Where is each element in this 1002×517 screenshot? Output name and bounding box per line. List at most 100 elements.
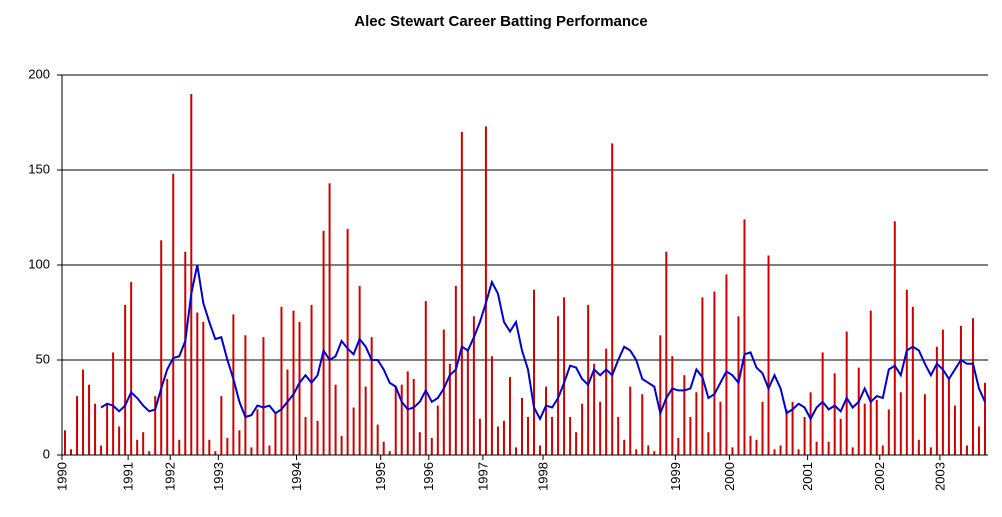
- bar: [238, 430, 241, 455]
- bar: [130, 282, 133, 455]
- bar: [394, 386, 397, 455]
- bar: [569, 417, 572, 455]
- bar: [208, 439, 211, 455]
- bar: [76, 396, 79, 455]
- bar: [376, 424, 379, 455]
- bar: [268, 445, 271, 455]
- bar: [695, 392, 698, 455]
- bar: [520, 398, 523, 455]
- x-tick-label: 1999: [668, 462, 683, 491]
- bar: [953, 405, 956, 455]
- bar: [160, 240, 163, 455]
- x-tick-label: 1992: [163, 462, 178, 491]
- bar: [611, 143, 614, 455]
- bar: [346, 228, 349, 455]
- bar: [797, 449, 800, 455]
- bar: [809, 392, 812, 455]
- y-tick-label: 0: [43, 446, 50, 461]
- bar: [490, 356, 493, 455]
- bar: [328, 183, 331, 456]
- bar: [635, 449, 638, 455]
- bar: [557, 316, 560, 455]
- x-tick-label: 1995: [373, 462, 388, 491]
- bar: [412, 379, 415, 455]
- bar: [749, 436, 752, 455]
- bar: [190, 94, 193, 455]
- bar: [304, 417, 307, 455]
- bar: [851, 447, 854, 455]
- bar: [496, 426, 499, 455]
- bar: [719, 401, 722, 455]
- bar: [220, 396, 223, 455]
- bar: [64, 430, 67, 455]
- bar: [587, 304, 590, 455]
- bar: [154, 396, 157, 455]
- bar: [196, 312, 199, 455]
- x-tick-label: 1991: [121, 462, 136, 491]
- bar: [779, 445, 782, 455]
- bar: [917, 439, 920, 455]
- bar: [118, 426, 121, 455]
- bar: [923, 394, 926, 455]
- y-tick-label: 100: [28, 256, 50, 271]
- bar: [959, 325, 962, 455]
- bar: [767, 255, 770, 455]
- bar: [575, 432, 578, 455]
- bar: [629, 386, 632, 455]
- bar: [665, 251, 668, 455]
- bar: [388, 451, 391, 455]
- bar: [647, 445, 650, 455]
- bar: [545, 386, 548, 455]
- x-tick-label: 2001: [800, 462, 815, 491]
- bar: [947, 379, 950, 455]
- bar: [977, 426, 980, 455]
- bar: [172, 173, 175, 456]
- x-tick-label: 1994: [289, 462, 304, 491]
- bar: [689, 417, 692, 455]
- bar: [533, 289, 536, 455]
- bar: [863, 403, 866, 455]
- bar: [869, 310, 872, 455]
- x-tick-label: 1993: [211, 462, 226, 491]
- bar: [148, 451, 151, 455]
- bar: [466, 350, 469, 455]
- bar: [484, 126, 487, 456]
- bar: [785, 409, 788, 455]
- bar: [478, 418, 481, 455]
- x-tick-label: 1996: [421, 462, 436, 491]
- bar: [821, 352, 824, 455]
- bar: [683, 375, 686, 455]
- bar: [581, 403, 584, 455]
- bar: [94, 403, 97, 455]
- bar: [100, 445, 103, 455]
- bar: [436, 405, 439, 455]
- bar: [340, 436, 343, 455]
- bar: [82, 369, 85, 455]
- bar: [136, 439, 139, 455]
- bar: [527, 417, 530, 455]
- bar: [929, 447, 932, 455]
- bar: [941, 329, 944, 455]
- bar: [737, 316, 740, 455]
- bar: [899, 392, 902, 455]
- y-tick-label: 50: [36, 351, 50, 366]
- bar: [791, 401, 794, 455]
- bar: [971, 318, 974, 455]
- bar: [334, 384, 337, 455]
- bar: [400, 384, 403, 455]
- bar: [310, 304, 313, 455]
- bar: [659, 335, 662, 455]
- bar: [677, 437, 680, 455]
- bar: [893, 221, 896, 455]
- bar: [250, 447, 253, 455]
- bar: [731, 447, 734, 455]
- bar: [593, 363, 596, 455]
- bar: [226, 437, 229, 455]
- bar: [286, 369, 289, 455]
- bar: [743, 219, 746, 455]
- bar: [881, 445, 884, 455]
- bar: [70, 449, 73, 455]
- bar: [755, 439, 758, 455]
- bar: [641, 394, 644, 455]
